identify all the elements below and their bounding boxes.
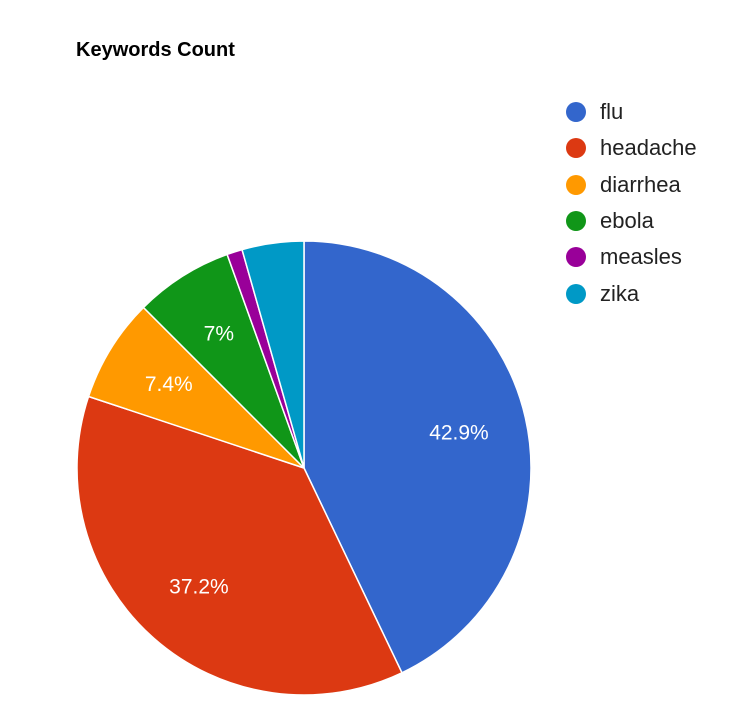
legend-label: headache <box>600 135 697 161</box>
legend-swatch-flu <box>566 102 586 123</box>
chart-legend: flu headache diarrhea ebola measles zika <box>566 94 697 312</box>
slice-label-ebola: 7% <box>204 322 234 345</box>
legend-item-measles[interactable]: measles <box>566 239 697 275</box>
legend-label: measles <box>600 244 682 270</box>
legend-swatch-headache <box>566 138 586 159</box>
slice-label-flu: 42.9% <box>429 421 489 444</box>
legend-swatch-ebola <box>566 211 586 232</box>
legend-swatch-zika <box>566 283 586 304</box>
chart-title: Keywords Count <box>76 39 235 61</box>
legend-item-headache[interactable]: headache <box>566 130 697 166</box>
legend-swatch-measles <box>566 247 586 268</box>
slice-label-headache: 37.2% <box>169 576 229 599</box>
legend-item-flu[interactable]: flu <box>566 94 697 130</box>
slice-label-diarrhea: 7.4% <box>145 373 193 396</box>
legend-item-zika[interactable]: zika <box>566 275 697 311</box>
pie-slice-flu[interactable] <box>303 240 532 674</box>
legend-item-diarrhea[interactable]: diarrhea <box>566 167 697 203</box>
legend-label: flu <box>600 99 624 125</box>
pie-slice-headache[interactable] <box>76 395 403 696</box>
pie-slice-labels: 42.9% 37.2% 7.4% 7% <box>145 322 489 598</box>
pie-slices <box>76 240 532 696</box>
legend-label: ebola <box>600 208 654 234</box>
legend-label: zika <box>600 280 640 306</box>
pie-slice-zika[interactable] <box>241 240 305 469</box>
pie-slice-diarrhea[interactable] <box>87 306 305 469</box>
legend-item-ebola[interactable]: ebola <box>566 203 697 239</box>
legend-label: diarrhea <box>600 171 681 197</box>
legend-swatch-diarrhea <box>566 174 586 195</box>
